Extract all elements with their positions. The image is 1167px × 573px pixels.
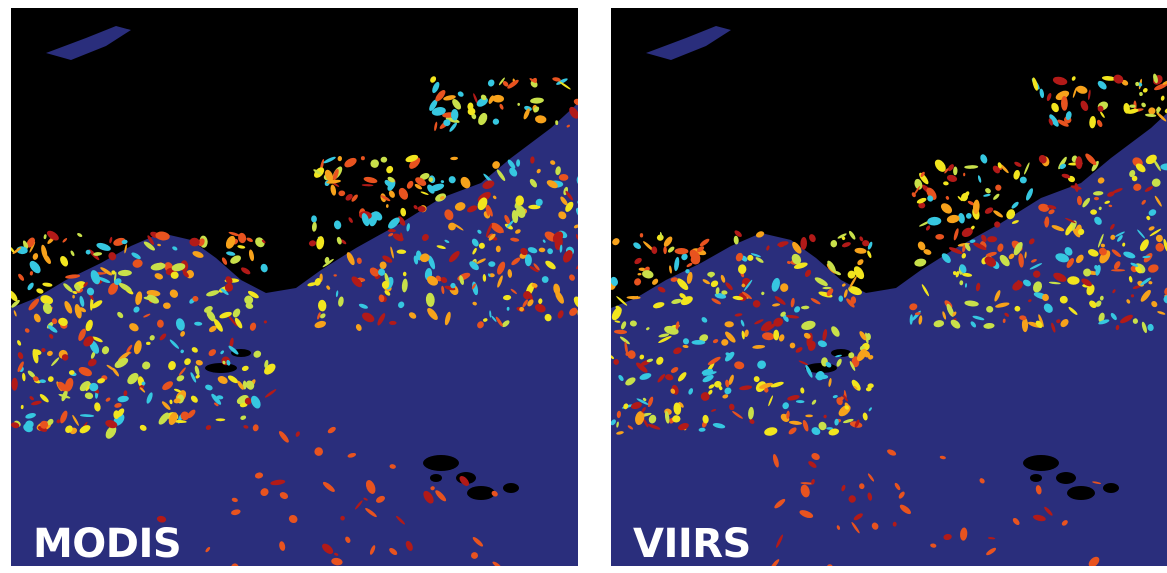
modis-map-image xyxy=(11,8,578,566)
viirs-label: VIIRS xyxy=(633,521,751,566)
viirs-image-panel: VIIRS xyxy=(611,8,1167,566)
modis-label: MODIS xyxy=(33,521,182,566)
viirs-map-image xyxy=(611,8,1167,566)
modis-image-panel: MODIS xyxy=(11,8,578,566)
